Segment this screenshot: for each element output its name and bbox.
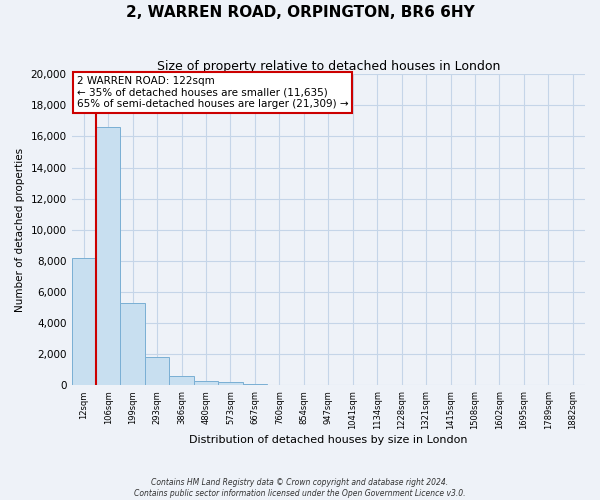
Bar — [169, 376, 194, 386]
Text: Contains HM Land Registry data © Crown copyright and database right 2024.
Contai: Contains HM Land Registry data © Crown c… — [134, 478, 466, 498]
Bar — [71, 258, 96, 386]
Text: 2, WARREN ROAD, ORPINGTON, BR6 6HY: 2, WARREN ROAD, ORPINGTON, BR6 6HY — [125, 5, 475, 20]
Bar — [242, 384, 267, 386]
Title: Size of property relative to detached houses in London: Size of property relative to detached ho… — [157, 60, 500, 73]
Y-axis label: Number of detached properties: Number of detached properties — [15, 148, 25, 312]
Bar — [121, 303, 145, 386]
Bar — [96, 127, 121, 386]
Bar — [218, 382, 242, 386]
X-axis label: Distribution of detached houses by size in London: Distribution of detached houses by size … — [189, 435, 467, 445]
Bar — [194, 381, 218, 386]
Bar — [145, 356, 169, 386]
Text: 2 WARREN ROAD: 122sqm
← 35% of detached houses are smaller (11,635)
65% of semi-: 2 WARREN ROAD: 122sqm ← 35% of detached … — [77, 76, 349, 109]
